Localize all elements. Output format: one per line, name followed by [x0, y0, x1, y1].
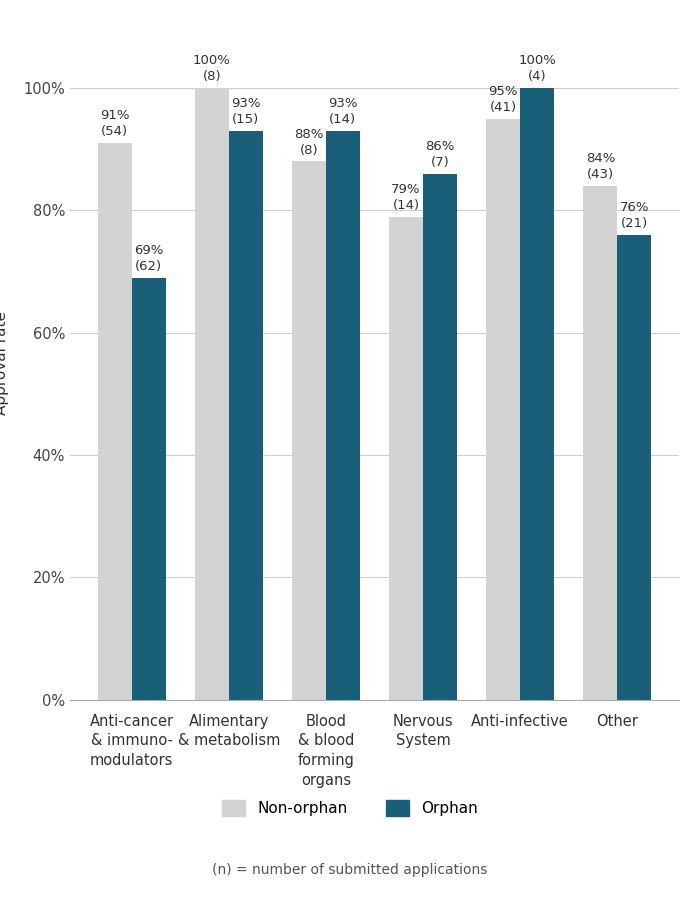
Bar [486, 118, 520, 700]
Y-axis label: Approval rate: Approval rate [0, 311, 10, 415]
Bar [583, 186, 617, 700]
Text: (n) = number of submitted applications: (n) = number of submitted applications [212, 863, 488, 877]
Text: 69%
(62): 69% (62) [134, 244, 163, 273]
Legend: Non-orphan, Orphan: Non-orphan, Orphan [216, 794, 484, 822]
Text: 88%
(8): 88% (8) [294, 127, 323, 157]
Bar [292, 161, 326, 700]
Bar [98, 144, 132, 700]
Bar [389, 216, 423, 700]
Bar [229, 131, 262, 700]
Text: 93%
(14): 93% (14) [328, 97, 358, 126]
Text: 100%
(8): 100% (8) [193, 54, 231, 83]
Text: 100%
(4): 100% (4) [518, 54, 556, 83]
Text: 91%
(54): 91% (54) [100, 109, 130, 138]
Bar [423, 174, 457, 700]
Text: 79%
(14): 79% (14) [391, 183, 421, 212]
Text: 86%
(7): 86% (7) [426, 140, 455, 169]
Bar [195, 88, 229, 700]
Text: 76%
(21): 76% (21) [620, 201, 649, 230]
Bar [520, 88, 554, 700]
Bar [132, 278, 166, 700]
Text: 95%
(41): 95% (41) [489, 84, 518, 114]
Bar [326, 131, 360, 700]
Bar [617, 235, 651, 700]
Text: 84%
(43): 84% (43) [586, 152, 615, 181]
Text: 93%
(15): 93% (15) [231, 97, 260, 126]
